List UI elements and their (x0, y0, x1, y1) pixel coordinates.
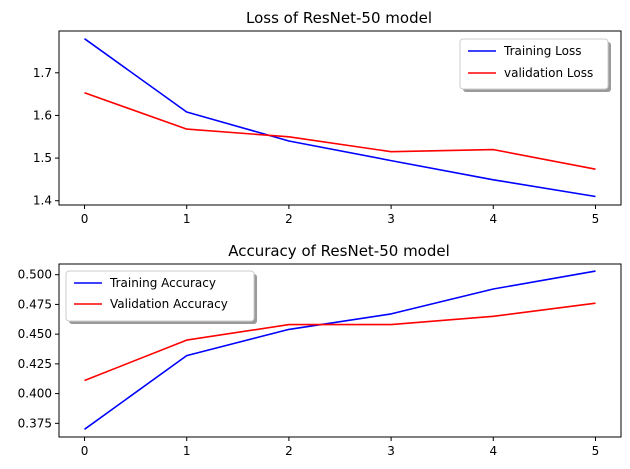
loss-legend: Training Loss validation Loss (459, 38, 611, 92)
accuracy-ytick-label: 0.425 (18, 357, 52, 371)
accuracy-xtick-label: 1 (183, 444, 191, 458)
accuracy-xtick-label: 2 (285, 444, 293, 458)
loss-xtick-label: 4 (489, 212, 497, 226)
loss-x-axis: 0 1 2 3 4 5 (81, 205, 600, 226)
loss-ytick-label: 1.5 (33, 151, 52, 165)
loss-series-line-training (84, 38, 596, 198)
accuracy-ytick-label: 0.375 (18, 416, 52, 430)
accuracy-legend-label-validation: Validation Accuracy (110, 297, 228, 311)
accuracy-chart-title: Accuracy of ResNet-50 model (228, 242, 450, 260)
accuracy-xtick-label: 3 (387, 444, 395, 458)
loss-chart-title: Loss of ResNet-50 model (246, 9, 432, 27)
accuracy-plot-frame (58, 263, 622, 438)
loss-series (84, 38, 596, 198)
loss-xtick-label: 1 (183, 212, 191, 226)
accuracy-series-line-training (84, 270, 596, 430)
accuracy-ytick-label: 0.400 (18, 387, 52, 401)
loss-ytick-label: 1.7 (33, 66, 52, 80)
accuracy-ytick-label: 0.475 (18, 297, 52, 311)
accuracy-series (84, 270, 596, 430)
loss-xtick-label: 5 (592, 212, 600, 226)
accuracy-x-axis: 0 1 2 3 4 5 (81, 437, 600, 458)
loss-legend-label-validation: validation Loss (504, 66, 593, 80)
accuracy-y-axis: 0.375 0.400 0.425 0.450 0.475 0.500 (18, 268, 59, 430)
loss-chart: Loss of ResNet-50 model 1.4 1.5 1.6 1.7 0 1 2… (33, 9, 622, 226)
loss-legend-label-training: Training Loss (503, 44, 581, 58)
loss-legend-box (459, 38, 609, 90)
loss-ytick-label: 1.6 (33, 108, 52, 122)
loss-y-axis: 1.4 1.5 1.6 1.7 (33, 66, 59, 208)
loss-xtick-label: 2 (285, 212, 293, 226)
accuracy-xtick-label: 0 (81, 444, 89, 458)
accuracy-legend-box (65, 270, 255, 322)
loss-series-line-validation (84, 92, 596, 170)
loss-plot-frame (58, 30, 622, 206)
loss-xtick-label: 3 (387, 212, 395, 226)
accuracy-ytick-label: 0.450 (18, 327, 52, 341)
loss-ytick-label: 1.4 (33, 194, 52, 208)
accuracy-series-line-validation (84, 302, 596, 382)
accuracy-legend-label-training: Training Accuracy (109, 276, 216, 290)
accuracy-chart: Accuracy of ResNet-50 model 0.3750.4000.… (18, 242, 622, 458)
accuracy-ytick-label: 0.500 (18, 268, 52, 282)
loss-xtick-label: 0 (81, 212, 89, 226)
accuracy-legend: Training Accuracy Validation Accuracy (65, 270, 257, 324)
accuracy-xtick-label: 4 (489, 444, 497, 458)
accuracy-xtick-label: 5 (592, 444, 600, 458)
